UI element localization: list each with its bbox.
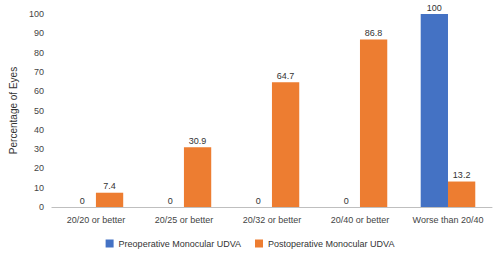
svg-text:Postoperative Monocular UDVA: Postoperative Monocular UDVA — [268, 239, 394, 249]
svg-text:0: 0 — [80, 196, 85, 206]
svg-text:30: 30 — [34, 144, 44, 154]
svg-text:86.8: 86.8 — [365, 28, 383, 38]
svg-text:50: 50 — [34, 106, 44, 116]
svg-text:Worse than 20/40: Worse than 20/40 — [413, 215, 484, 225]
svg-text:Percentage of Eyes: Percentage of Eyes — [8, 67, 19, 154]
svg-text:0: 0 — [256, 196, 261, 206]
svg-text:0: 0 — [39, 202, 44, 212]
svg-text:64.7: 64.7 — [277, 71, 295, 81]
svg-text:20/40 or better: 20/40 or better — [331, 215, 390, 225]
svg-text:20/32 or better: 20/32 or better — [243, 215, 302, 225]
svg-text:20/20 or better: 20/20 or better — [67, 215, 126, 225]
svg-text:10: 10 — [34, 183, 44, 193]
svg-text:30.9: 30.9 — [189, 136, 207, 146]
svg-text:70: 70 — [34, 67, 44, 77]
svg-text:7.4: 7.4 — [103, 181, 116, 191]
svg-text:60: 60 — [34, 86, 44, 96]
svg-text:40: 40 — [34, 125, 44, 135]
svg-text:20: 20 — [34, 163, 44, 173]
svg-text:Preoperative Monocular UDVA: Preoperative Monocular UDVA — [119, 239, 241, 249]
svg-text:100: 100 — [427, 3, 442, 13]
svg-text:90: 90 — [34, 28, 44, 38]
svg-text:20/25 or better: 20/25 or better — [155, 215, 214, 225]
svg-text:0: 0 — [168, 196, 173, 206]
svg-text:100: 100 — [29, 9, 44, 19]
svg-text:0: 0 — [344, 196, 349, 206]
svg-text:13.2: 13.2 — [453, 170, 471, 180]
svg-text:80: 80 — [34, 48, 44, 58]
